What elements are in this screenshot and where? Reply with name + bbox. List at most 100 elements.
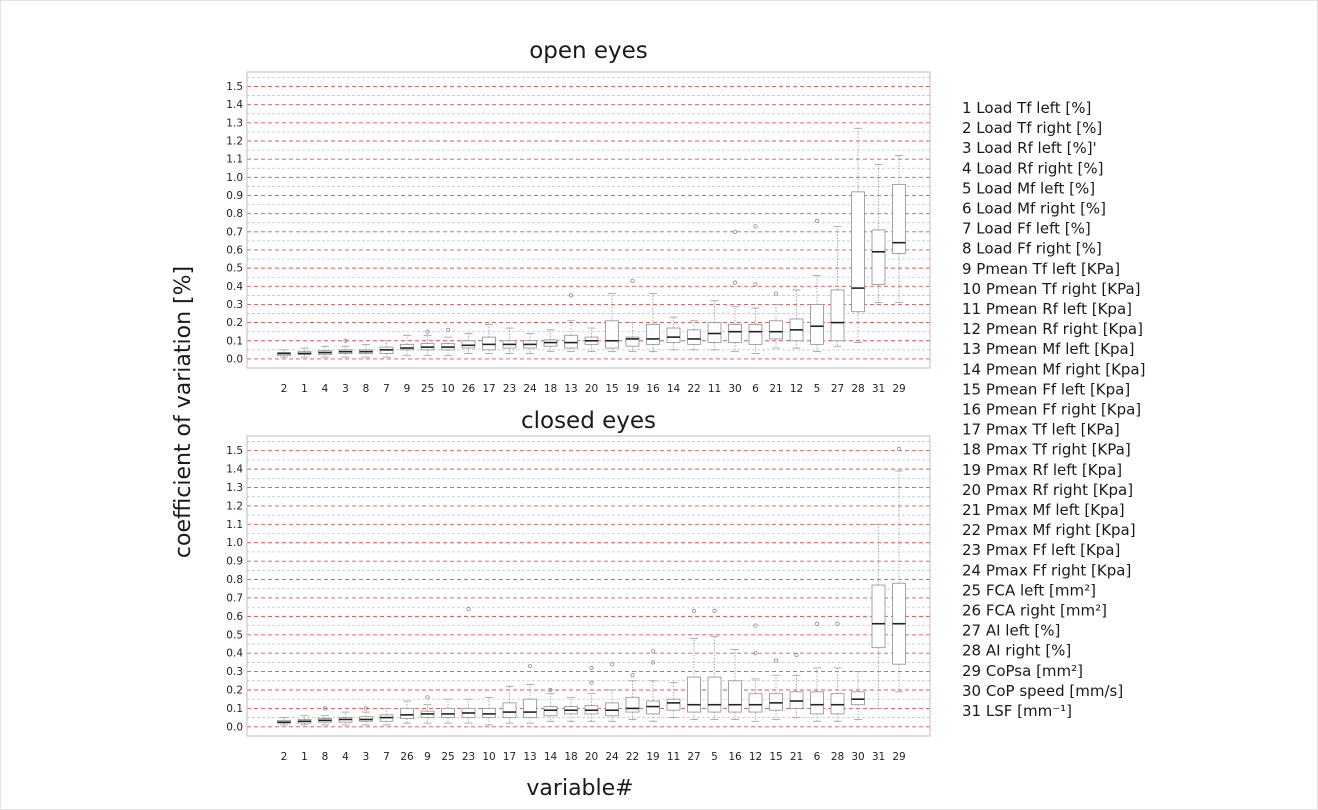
legend-item: 26 FCA right [mm²] <box>962 602 1107 620</box>
x-tick-label: 3 <box>342 383 349 395</box>
y-tick-label: 0.8 <box>226 208 243 220</box>
x-tick-label: 7 <box>383 751 390 763</box>
panel-title: closed eyes <box>521 408 656 434</box>
x-tick-label: 26 <box>462 383 476 395</box>
closed-eyes-panel: 0.0 0.1 0.2 0.3 0.4 0.5 0.6 0.7 0.8 0.9 1.0 1.1 1.2 1… <box>226 408 931 763</box>
outlier-point <box>732 229 738 234</box>
y-tick-label: 0.7 <box>226 226 243 238</box>
box-body <box>605 320 619 349</box>
legend-item: 24 Pmax Ff right [Kpa] <box>962 561 1131 579</box>
x-tick-label: 24 <box>523 383 537 395</box>
x-tick-label: 2 <box>281 383 288 395</box>
box-22 <box>687 320 701 351</box>
box-13 <box>523 663 537 724</box>
box-31 <box>871 164 886 304</box>
legend-item: 18 Pmax Tf right [KPa] <box>962 441 1131 459</box>
legend-item: 8 Load Ff right [%] <box>962 240 1102 258</box>
box-26 <box>400 700 414 724</box>
box-25 <box>420 329 435 356</box>
box-body <box>543 706 558 717</box>
y-tick-label: 1.0 <box>226 537 243 549</box>
x-tick-label: 23 <box>462 751 475 763</box>
x-tick-label: 16 <box>646 383 660 395</box>
x-tick-label: 4 <box>342 751 349 763</box>
x-tick-label: 20 <box>585 751 598 763</box>
x-tick-label: 30 <box>851 751 864 763</box>
legend-item: 6 Load Mf right [%] <box>962 200 1106 218</box>
x-tick-label: 4 <box>322 383 329 395</box>
box-body <box>851 191 865 313</box>
box-8 <box>318 706 332 726</box>
box-11 <box>707 300 722 351</box>
x-tick-label: 12 <box>790 383 803 395</box>
x-tick-label: 8 <box>322 751 329 763</box>
box-21 <box>769 291 783 349</box>
x-tick-label: 15 <box>605 383 618 395</box>
box-body <box>748 323 763 345</box>
legend-item: 14 Pmean Mf right [Kpa] <box>962 360 1145 378</box>
box-body <box>769 693 783 711</box>
box-18 <box>543 329 558 353</box>
box-body <box>728 680 742 713</box>
y-tick-label: 0.5 <box>226 263 243 275</box>
outlier-point <box>650 660 656 665</box>
box-1 <box>297 715 312 726</box>
outlier-point <box>814 218 820 224</box>
x-tick-label: 27 <box>831 383 844 395</box>
legend-item: 11 Pmean Rf left [Kpa] <box>962 300 1132 318</box>
x-tick-label: 19 <box>626 383 639 395</box>
x-tick-label: 9 <box>404 383 411 395</box>
x-tick-label: 28 <box>851 383 864 395</box>
y-tick-label: 1.3 <box>226 482 243 494</box>
x-tick-label: 2 <box>281 751 288 763</box>
legend-item: 27 AI left [%] <box>962 622 1060 640</box>
legend-item: 19 Pmax Rf left [Kpa] <box>962 461 1122 479</box>
outlier-point <box>835 621 840 626</box>
y-tick-label: 0.5 <box>226 629 243 641</box>
box-16 <box>728 649 742 720</box>
box-body <box>502 702 517 719</box>
box-25 <box>441 698 455 724</box>
x-tick-label: 17 <box>503 751 516 763</box>
x-tick-label: 23 <box>503 383 516 395</box>
box-body <box>666 327 681 344</box>
panel-title: open eyes <box>529 38 648 64</box>
legend-item: 9 Pmean Tf left [KPa] <box>962 260 1120 278</box>
box-7 <box>379 340 394 358</box>
x-tick-label: 6 <box>752 383 759 395</box>
x-tick-label: 27 <box>687 751 700 763</box>
x-tick-label: 14 <box>667 383 681 395</box>
box-11 <box>666 682 681 718</box>
box-17 <box>502 685 517 724</box>
y-tick-label: 0.3 <box>226 299 243 311</box>
box-31 <box>871 523 886 709</box>
outlier-point <box>322 706 328 711</box>
legend-item: 1 Load Tf left [%] <box>962 99 1091 117</box>
box-23 <box>502 327 517 354</box>
x-tick-label: 1 <box>301 383 308 395</box>
box-body <box>769 320 783 340</box>
box-2 <box>277 349 291 358</box>
x-tick-label: 7 <box>383 383 390 395</box>
legend-item: 23 Pmax Ff left [Kpa] <box>962 541 1120 559</box>
x-tick-label: 26 <box>400 751 414 763</box>
legend-item: 3 Load Rf left [%]' <box>962 139 1097 157</box>
x-tick-label: 12 <box>749 751 762 763</box>
box-30 <box>851 671 865 720</box>
x-tick-label: 24 <box>605 751 619 763</box>
outlier-point <box>630 673 635 678</box>
x-tick-label: 11 <box>708 383 721 395</box>
legend-item: 7 Load Ff left [%] <box>962 220 1091 238</box>
y-tick-label: 0.4 <box>226 281 243 293</box>
x-tick-label: 18 <box>544 383 557 395</box>
box-body <box>810 303 824 345</box>
box-8 <box>359 343 373 358</box>
y-tick-label: 0.0 <box>226 721 243 733</box>
y-tick-label: 0.1 <box>226 703 243 715</box>
box-body <box>441 707 455 719</box>
y-tick-label: 1.0 <box>226 172 243 184</box>
box-body <box>400 707 414 719</box>
box-6 <box>748 224 763 354</box>
y-tick-label: 1.5 <box>226 81 243 93</box>
box-14 <box>543 687 558 722</box>
